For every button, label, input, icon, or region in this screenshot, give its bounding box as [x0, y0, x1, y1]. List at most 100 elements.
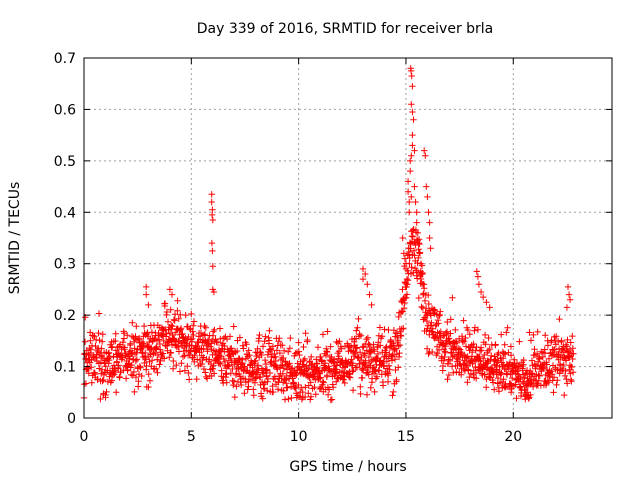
- data-point: [564, 380, 571, 387]
- data-point: [181, 367, 189, 374]
- data-point: [184, 362, 191, 370]
- data-point: [191, 352, 198, 359]
- data-point: [99, 338, 106, 345]
- data-point: [483, 384, 490, 391]
- data-point: [233, 383, 240, 390]
- data-point: [132, 333, 139, 340]
- data-point: [296, 351, 303, 359]
- x-axis-label: GPS time / hours: [289, 459, 406, 475]
- data-point: [403, 275, 411, 283]
- data-point: [480, 293, 487, 301]
- data-point: [108, 344, 115, 351]
- data-point: [406, 260, 413, 267]
- data-point: [153, 365, 160, 373]
- data-point: [306, 374, 313, 381]
- data-point: [245, 383, 252, 390]
- data-point: [286, 360, 293, 367]
- data-point: [251, 360, 258, 368]
- data-point: [528, 379, 535, 386]
- data-point: [560, 361, 567, 369]
- data-point: [261, 356, 269, 364]
- data-point: [492, 341, 499, 348]
- data-point: [404, 178, 412, 185]
- data-point: [455, 345, 462, 352]
- data-point: [391, 356, 399, 363]
- data-point: [171, 317, 178, 324]
- data-point: [357, 332, 365, 339]
- data-point: [544, 377, 551, 385]
- data-point: [466, 331, 473, 338]
- data-point: [527, 391, 534, 399]
- data-point: [503, 329, 510, 336]
- data-point: [453, 339, 461, 347]
- data-point: [445, 356, 452, 363]
- data-point: [495, 349, 502, 357]
- data-point: [473, 375, 480, 382]
- data-point: [400, 250, 407, 257]
- data-point: [274, 386, 282, 393]
- data-point: [217, 335, 224, 343]
- data-point: [263, 366, 271, 373]
- data-point: [394, 337, 402, 344]
- data-point: [529, 383, 537, 390]
- data-point: [447, 330, 454, 337]
- data-point: [202, 373, 210, 381]
- data-point: [153, 343, 160, 350]
- data-point: [415, 239, 422, 247]
- data-point: [375, 367, 383, 374]
- data-point: [349, 368, 356, 375]
- data-point: [128, 361, 135, 369]
- data-point: [498, 378, 506, 386]
- data-point: [435, 346, 443, 354]
- data-point: [302, 384, 309, 391]
- data-point: [444, 376, 451, 383]
- data-point: [543, 361, 550, 368]
- data-point: [410, 116, 417, 123]
- data-point: [243, 341, 250, 348]
- data-point: [202, 369, 209, 376]
- data-point: [98, 370, 105, 377]
- data-point: [161, 355, 168, 362]
- data-point: [424, 193, 431, 201]
- data-point: [210, 362, 217, 369]
- data-point: [169, 365, 177, 372]
- data-point: [373, 355, 380, 362]
- data-point: [269, 388, 277, 396]
- data-point: [315, 375, 323, 382]
- data-point: [377, 342, 384, 349]
- data-point: [81, 338, 89, 345]
- data-point: [220, 355, 227, 363]
- y-tick-label: 0.6: [54, 102, 76, 118]
- data-point: [145, 301, 152, 309]
- data-point: [423, 317, 431, 325]
- data-point: [220, 334, 228, 342]
- data-point: [435, 320, 442, 327]
- data-point: [253, 352, 260, 360]
- data-point: [458, 371, 465, 378]
- data-point: [128, 371, 135, 378]
- data-point: [530, 331, 537, 339]
- data-point: [425, 300, 432, 308]
- data-point: [353, 344, 361, 351]
- data-point: [569, 369, 577, 376]
- data-point: [379, 382, 387, 389]
- data-point: [208, 239, 216, 247]
- data-point: [393, 376, 400, 384]
- data-point: [177, 325, 185, 332]
- data-point: [261, 379, 268, 386]
- data-point: [307, 396, 314, 403]
- data-point: [397, 332, 405, 340]
- data-point: [545, 379, 552, 386]
- data-point: [403, 294, 410, 301]
- data-point: [418, 270, 426, 278]
- data-point: [516, 338, 523, 345]
- data-point: [112, 330, 119, 337]
- data-point: [426, 219, 433, 226]
- data-point: [499, 355, 507, 362]
- data-point: [562, 367, 569, 375]
- data-point: [269, 343, 277, 350]
- data-point: [87, 337, 94, 344]
- y-tick-label: 0.3: [54, 257, 76, 273]
- data-point: [568, 378, 575, 385]
